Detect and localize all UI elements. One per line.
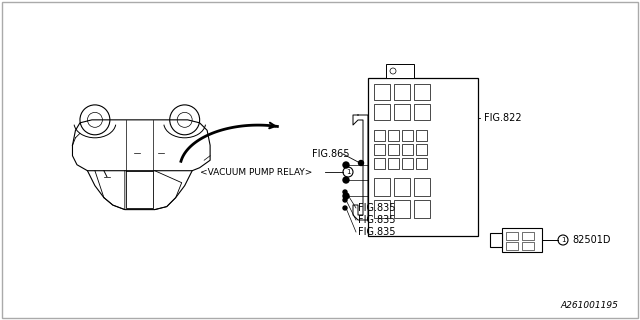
Bar (506, 242, 518, 250)
Text: FIG.865: FIG.865 (312, 149, 349, 159)
Circle shape (343, 177, 349, 183)
Text: 1: 1 (561, 237, 565, 243)
Bar (414, 200, 430, 218)
Text: FIG.835: FIG.835 (358, 215, 396, 225)
Bar (388, 158, 399, 169)
Circle shape (358, 161, 364, 165)
Text: FIG.822: FIG.822 (484, 113, 522, 123)
Bar (394, 104, 410, 120)
Bar (374, 200, 390, 218)
Circle shape (343, 193, 349, 199)
Bar (388, 144, 399, 155)
Bar (506, 232, 518, 240)
Bar (394, 178, 410, 196)
Text: 1: 1 (346, 169, 350, 175)
Text: <VACUUM PUMP RELAY>: <VACUUM PUMP RELAY> (200, 167, 312, 177)
Bar (374, 130, 385, 141)
Bar (374, 144, 385, 155)
Bar (416, 158, 427, 169)
Text: 82501D: 82501D (572, 235, 611, 245)
Text: FIG.835: FIG.835 (358, 203, 396, 213)
Bar (414, 84, 430, 100)
Bar (368, 78, 478, 236)
Circle shape (343, 190, 347, 194)
Bar (414, 178, 430, 196)
Bar (374, 158, 385, 169)
Bar (402, 158, 413, 169)
Bar (402, 130, 413, 141)
Bar (402, 144, 413, 155)
Bar (522, 242, 534, 250)
Bar (388, 130, 399, 141)
Bar (386, 64, 414, 78)
Circle shape (343, 198, 347, 202)
Bar (394, 200, 410, 218)
Bar (374, 178, 390, 196)
Text: FIG.835: FIG.835 (358, 227, 396, 237)
Bar (522, 232, 534, 240)
Bar (394, 84, 410, 100)
Circle shape (343, 162, 349, 168)
Circle shape (343, 206, 347, 210)
Bar (414, 104, 430, 120)
Bar (416, 130, 427, 141)
Bar (374, 104, 390, 120)
Bar (374, 84, 390, 100)
Bar (416, 144, 427, 155)
Text: A261001195: A261001195 (560, 301, 618, 310)
Bar (502, 228, 542, 252)
Bar (490, 233, 502, 247)
